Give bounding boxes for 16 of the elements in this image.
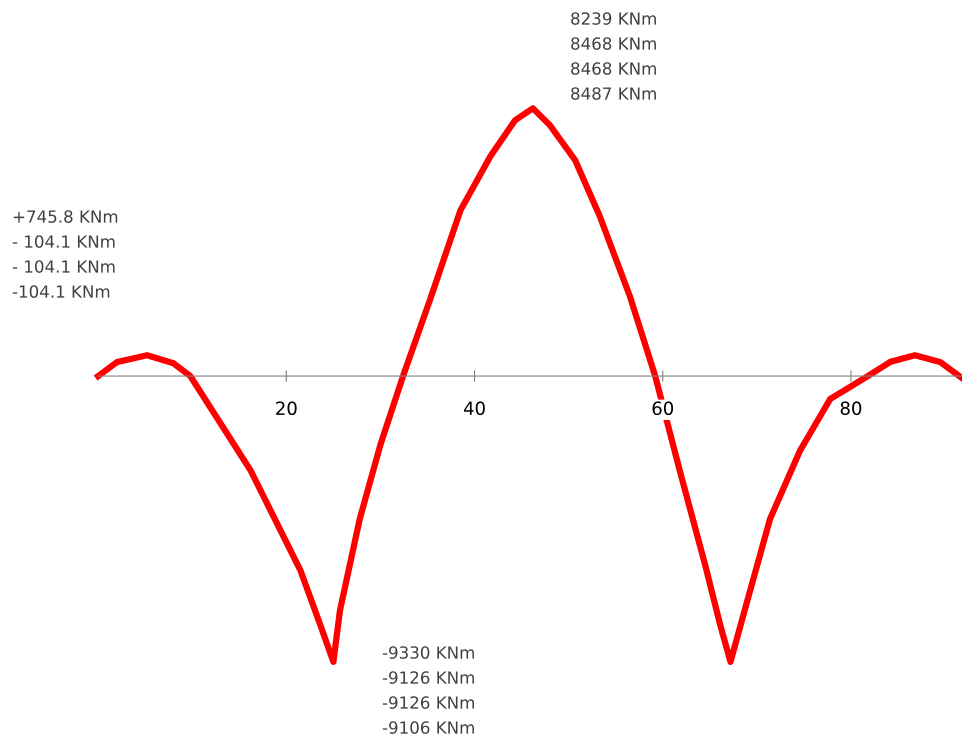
annotation: +745.8 KNm: [14, 210, 118, 223]
x-tick-label: 60: [652, 401, 674, 416]
annotation: -104.1 KNm: [12, 285, 110, 298]
x-tick-label: 80: [840, 401, 862, 416]
text: 8468 KNm: [571, 62, 656, 75]
annotation: -9330 KNm: [382, 646, 474, 659]
text: -9106 KNm: [382, 721, 474, 734]
annotation: - 104.1 KNm: [12, 260, 115, 273]
text: -9126 KNm: [382, 696, 474, 709]
x-tick-label: 20: [276, 401, 297, 416]
text: -9126 KNm: [382, 671, 474, 684]
x-tick-label: 40: [464, 401, 485, 416]
text: 8468 KNm: [571, 37, 656, 50]
text: 8239 KNm: [571, 12, 656, 25]
annotation: - 104.1 KNm: [12, 235, 115, 248]
text: 8487 KNm: [571, 87, 656, 100]
